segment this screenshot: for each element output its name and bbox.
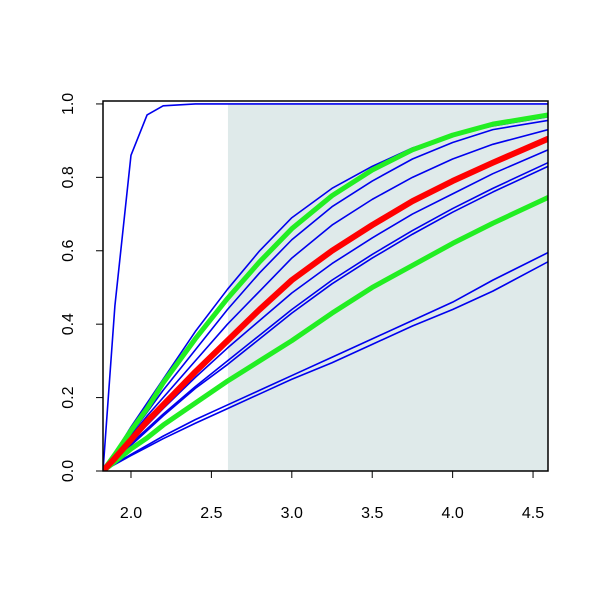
y-tick-label: 1.0: [60, 93, 77, 115]
line: [103, 103, 548, 471]
line: [103, 112, 548, 471]
line: [103, 251, 548, 471]
y-tick-label: 0.8: [60, 166, 77, 188]
x-tick-label: 3.5: [361, 505, 383, 522]
x-tick-label: 3.0: [281, 505, 303, 522]
x-tick-label: 4.0: [442, 505, 464, 522]
y-tick-label: 0.0: [60, 460, 77, 482]
x-tick-label: 2.5: [200, 505, 222, 522]
y-tick-label: 0.4: [60, 313, 77, 335]
line: [103, 195, 548, 471]
y-tick-label: 0.2: [60, 386, 77, 408]
line: [103, 135, 548, 471]
y-tick-label: 0.6: [60, 240, 77, 262]
x-tick-label: 2.0: [120, 505, 142, 522]
x-tick-label: 4.5: [522, 505, 544, 522]
line: [103, 260, 548, 471]
line: [103, 165, 548, 471]
plot-frame: [102, 100, 549, 472]
line: [103, 161, 548, 471]
